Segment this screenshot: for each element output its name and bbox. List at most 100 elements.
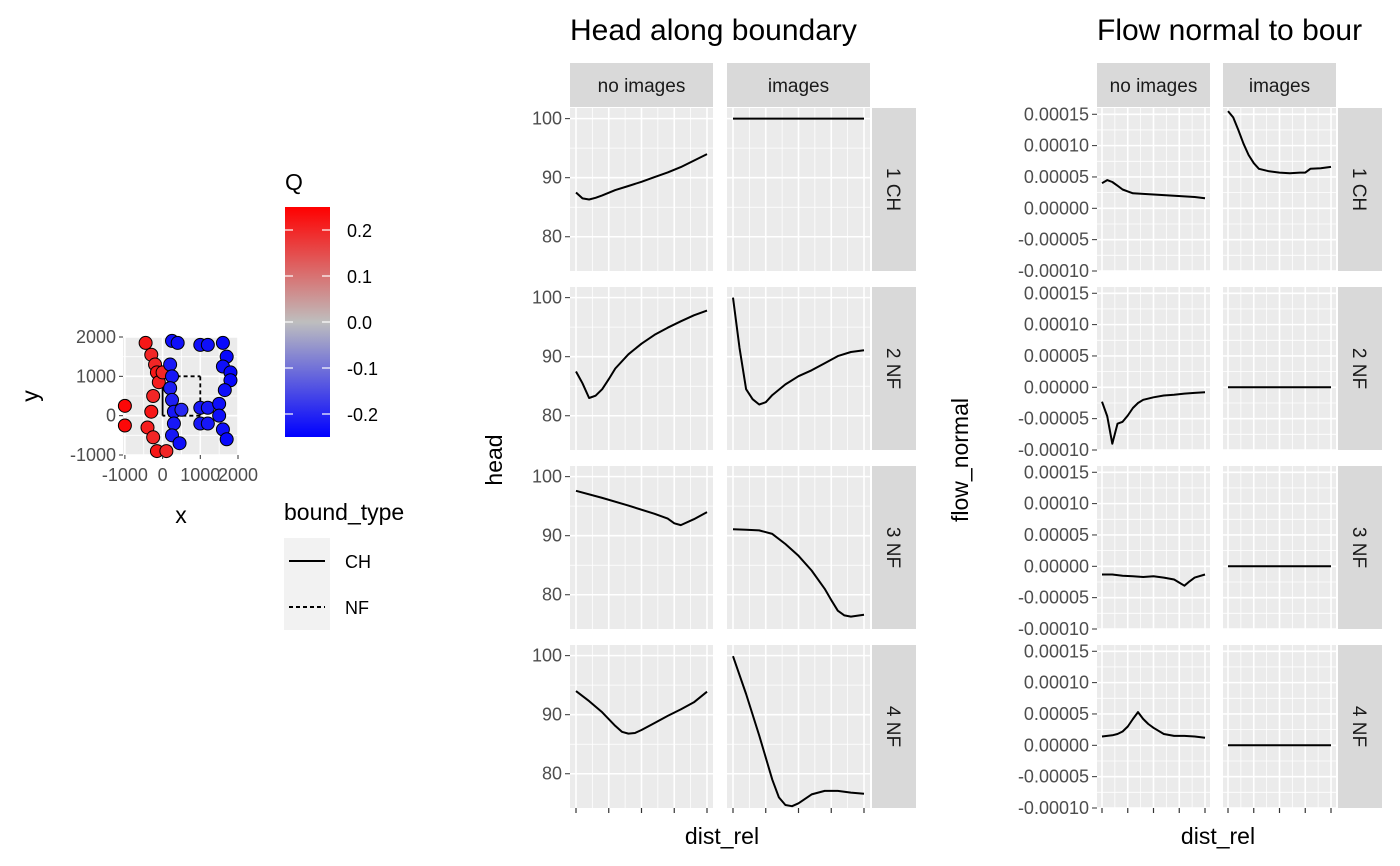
q-colorbar-label: 0.2	[347, 221, 372, 241]
y-tick-label: 80	[542, 227, 562, 247]
y-tick-label: -0.00010	[1018, 261, 1089, 281]
y-tick-label: 0.00005	[1024, 525, 1089, 545]
boundary-point	[166, 416, 181, 431]
y-tick-label: 80	[542, 764, 562, 784]
boundary-point	[170, 335, 185, 350]
series-line-3-nf-images	[732, 528, 865, 618]
boundary-point	[159, 444, 174, 459]
facet-4-nf-images	[1223, 645, 1336, 813]
y-tick-label: 100	[532, 467, 562, 487]
y-tick-label: 0.00005	[1024, 704, 1089, 724]
flow-normal-plot: Flow normal to bour dist_rel flow_normal…	[947, 14, 1382, 849]
flow-plot-title: Flow normal to bour	[1097, 14, 1362, 47]
boundary-map-y-ticks: -1000 0 1000 2000	[70, 327, 123, 465]
row-strip-label-2-nf: 2 NF	[1348, 348, 1369, 389]
legend-label-ch: CH	[345, 552, 371, 572]
strip-images	[1223, 63, 1336, 107]
boundary-point	[144, 404, 159, 419]
flow-x-axis-title: dist_rel	[1181, 823, 1255, 849]
boundary-point	[146, 389, 161, 403]
boundary-point	[165, 369, 180, 384]
row-strip-label-4-nf: 4 NF	[1348, 706, 1369, 747]
y-tick-label: -0.00005	[1018, 230, 1089, 250]
series-line-3-nf-no-images	[575, 489, 708, 527]
facet-3-nf-images	[1223, 466, 1336, 630]
row-strip-1-ch	[872, 108, 916, 271]
row-strip-3-nf	[872, 466, 916, 629]
boundary-map-x-tick-label: 2000	[218, 465, 258, 485]
row-strip-label-4-nf: 4 NF	[882, 706, 903, 747]
facet-4-nf-no-images: 0.00015 0.00010 0.00005 0.00000 -0.00005 -0.0…	[1018, 641, 1210, 818]
boundary-point	[200, 337, 215, 352]
y-tick-label: 100	[532, 288, 562, 308]
row-strip-label-3-nf: 3 NF	[1348, 527, 1369, 568]
y-tick-label: 100	[532, 109, 562, 129]
boundary-point	[163, 381, 178, 396]
strip-label-no-images: no images	[598, 76, 686, 97]
q-colorbar-label: -0.1	[347, 359, 378, 379]
row-strip-3-nf	[1338, 466, 1382, 629]
boundary-point	[117, 418, 132, 433]
y-tick-label: 0.00000	[1024, 556, 1089, 576]
series-line-1-ch-images	[1227, 110, 1332, 175]
flow-y-axis-title: flow_normal	[947, 398, 973, 522]
head-plot-title: Head along boundary	[570, 14, 857, 47]
y-tick-label: 0.00015	[1024, 462, 1089, 482]
y-tick-label: 0.00010	[1024, 673, 1089, 693]
row-strip-1-ch	[1338, 108, 1382, 271]
y-tick-label: 0.00010	[1024, 136, 1089, 156]
x-axis-title: x	[175, 502, 187, 528]
row-strip-label-1-ch: 1 CH	[1348, 168, 1369, 211]
boundary-point	[219, 432, 234, 447]
q-legend-title: Q	[285, 169, 303, 195]
boundary-map-y-tick-label: -1000	[70, 445, 116, 465]
strip-no-images	[570, 63, 713, 107]
q-colorbar-label: 0.1	[347, 267, 372, 287]
y-tick-label: 80	[542, 585, 562, 605]
y-axis-title: y	[17, 390, 43, 402]
boundary-map-y-tick-label: 1000	[76, 366, 116, 386]
boundary-points	[117, 333, 238, 459]
boundary-point	[212, 396, 227, 411]
series-line-1-ch-no-images	[1101, 179, 1206, 200]
series-line-2-nf-no-images	[1101, 391, 1206, 445]
flow-facets: no images images 1 CH 0.00015 0.00010 0.00005…	[1018, 63, 1382, 818]
y-tick-label: 80	[542, 406, 562, 426]
row-strip-label-1-ch: 1 CH	[882, 168, 903, 211]
row-strip-4-nf	[1338, 645, 1382, 808]
y-tick-label: 0.00015	[1024, 104, 1089, 124]
y-tick-label: -0.00010	[1018, 440, 1089, 460]
series-line-2-nf-no-images	[575, 309, 708, 399]
boundary-map-x-tick-label: 1000	[180, 465, 220, 485]
series-line-1-ch-no-images	[575, 153, 708, 201]
facet-3-nf-no-images: 80 90 100	[532, 466, 713, 629]
facet-2-nf-no-images: 80 90 100	[532, 287, 713, 450]
series-line-2-nf-images	[732, 297, 865, 406]
boundary-point	[215, 335, 230, 350]
strip-images	[727, 63, 870, 107]
strip-label-images: images	[1249, 76, 1310, 97]
y-tick-label: 90	[542, 168, 562, 188]
legend-label-nf: NF	[345, 598, 369, 618]
facet-3-nf-no-images: 0.00015 0.00010 0.00005 0.00000 -0.00005 -0.0…	[1018, 462, 1210, 639]
y-tick-label: -0.00010	[1018, 619, 1089, 639]
row-strip-2-nf	[1338, 287, 1382, 450]
strip-label-images: images	[768, 76, 829, 97]
q-colorbar-label: -0.2	[347, 405, 378, 425]
boundary-point	[165, 392, 180, 407]
boundary-point	[138, 335, 153, 350]
y-tick-label: -0.00005	[1018, 588, 1089, 608]
boundary-map-x-tick-label: 0	[158, 465, 168, 485]
series-line-4-nf-no-images	[575, 690, 708, 735]
y-tick-label: 0.00010	[1024, 494, 1089, 514]
facet-1-ch-images	[1223, 108, 1336, 272]
series-line-4-nf-images	[732, 655, 865, 808]
row-strip-4-nf	[872, 645, 916, 808]
strip-label-no-images: no images	[1110, 76, 1198, 97]
bound-type-legend-title: bound_type	[284, 499, 404, 525]
head-x-axis-title: dist_rel	[685, 823, 759, 849]
y-tick-label: 0.00010	[1024, 315, 1089, 335]
y-tick-label: -0.00005	[1018, 409, 1089, 429]
